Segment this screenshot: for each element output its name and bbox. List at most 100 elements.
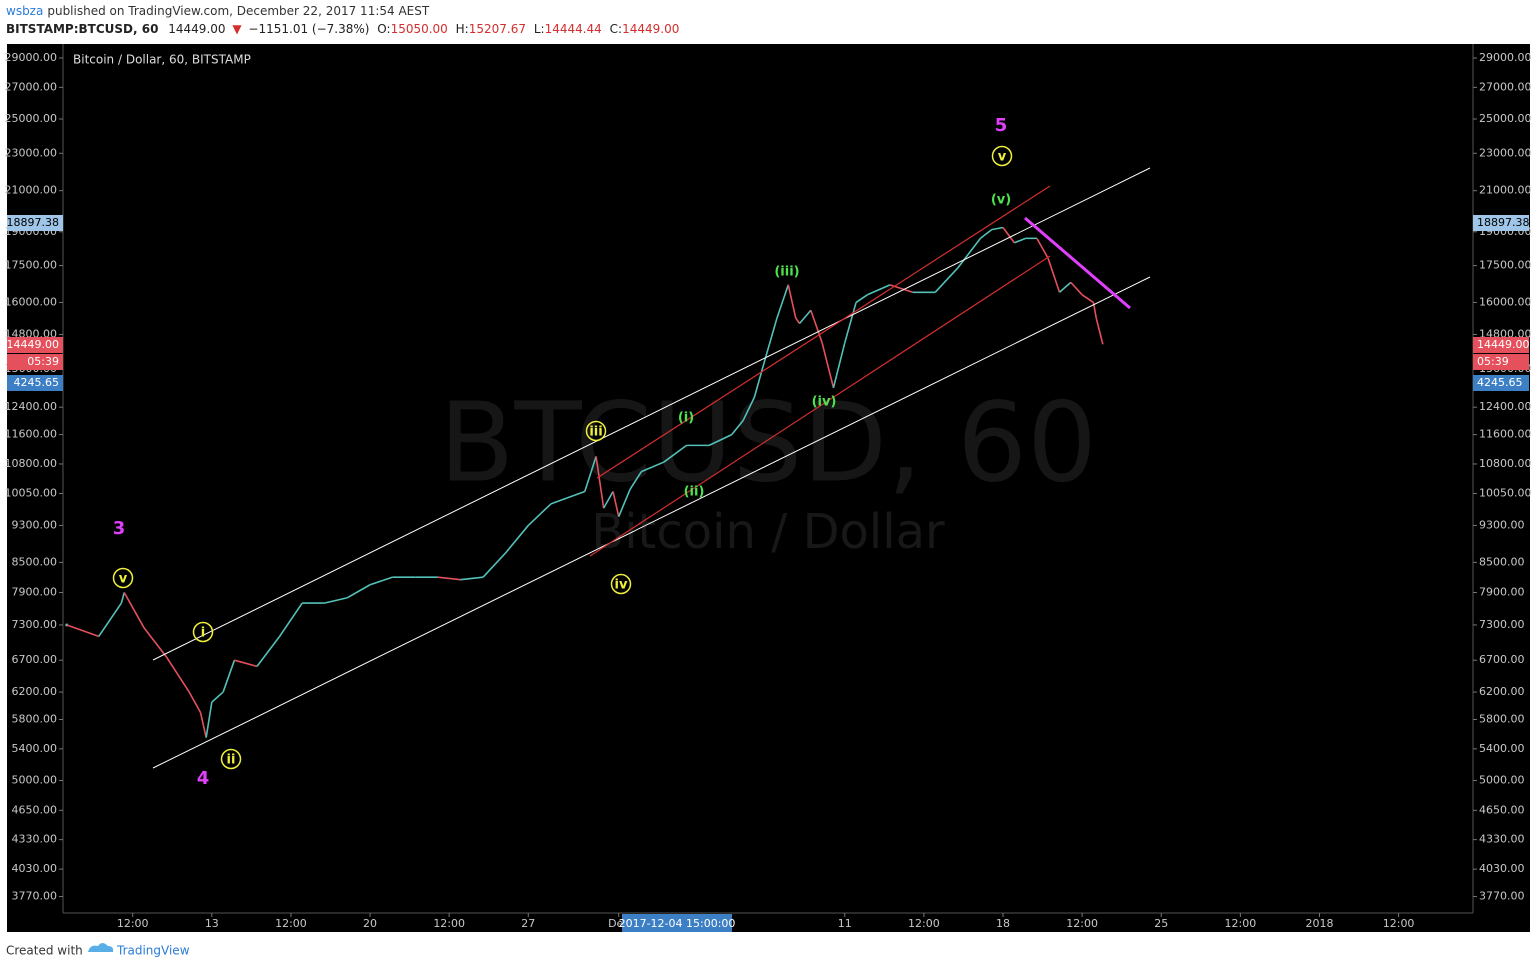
price-segment bbox=[595, 456, 605, 509]
author-link[interactable]: wsbza bbox=[6, 4, 43, 18]
cursor-time-box bbox=[622, 914, 732, 932]
y2-tick-label: 29000.00 bbox=[1479, 51, 1532, 64]
price-segment bbox=[188, 691, 202, 713]
y2-tick-label: 4030.00 bbox=[1479, 862, 1525, 875]
last: 14449.00 bbox=[168, 22, 225, 36]
y-tick-label: 9300.00 bbox=[12, 518, 58, 531]
price-segment bbox=[66, 624, 100, 638]
y-tick-label: 23000.00 bbox=[5, 146, 58, 159]
price-segment bbox=[234, 659, 258, 668]
price-segment bbox=[629, 471, 642, 490]
wave-label: (iii) bbox=[774, 265, 799, 280]
price-tag-box bbox=[1473, 337, 1529, 353]
price-segment bbox=[211, 691, 224, 703]
high-label: H: bbox=[456, 22, 469, 36]
price-segment bbox=[934, 267, 959, 293]
price-segment bbox=[1081, 294, 1094, 304]
y2-tick-label: 4330.00 bbox=[1479, 833, 1525, 846]
x-tick-label: 12:00 bbox=[275, 917, 307, 930]
y2-tick-label: 17500.00 bbox=[1479, 259, 1532, 272]
y2-tick-label: 9300.00 bbox=[1479, 518, 1525, 531]
price-segment bbox=[584, 456, 597, 492]
open: 15050.00 bbox=[391, 22, 448, 36]
y-tick-label: 10800.00 bbox=[5, 457, 58, 470]
y-tick-label: 3770.00 bbox=[12, 890, 58, 903]
channel-lower bbox=[152, 276, 1151, 769]
y2-tick-label: 27000.00 bbox=[1479, 80, 1532, 93]
price-segment bbox=[991, 226, 1004, 231]
y2-tick-label: 10800.00 bbox=[1479, 457, 1532, 470]
price-tag: 05:39 bbox=[1477, 355, 1509, 368]
red-channel-upper bbox=[596, 185, 1051, 479]
wave-circle bbox=[585, 420, 607, 442]
price-segment bbox=[143, 627, 168, 658]
wave-label: i bbox=[201, 626, 205, 641]
price-segment bbox=[573, 490, 586, 497]
footer-brand[interactable]: TradingView bbox=[116, 944, 190, 958]
price-segment bbox=[810, 309, 823, 344]
y-tick-label: 25000.00 bbox=[5, 112, 58, 125]
published: published on TradingView.com, December 2… bbox=[47, 4, 430, 18]
price-tag: 4245.65 bbox=[1477, 376, 1523, 389]
wave-circle bbox=[192, 621, 214, 643]
wave-label: (i) bbox=[678, 411, 694, 426]
y-tick-label: 4650.00 bbox=[12, 803, 58, 816]
price-segment bbox=[787, 284, 797, 319]
price-segment bbox=[753, 357, 767, 398]
wave-circle bbox=[220, 748, 242, 770]
price-tag: 05:39 bbox=[27, 355, 59, 368]
price-segment bbox=[663, 444, 688, 463]
price-tag-box bbox=[7, 215, 63, 231]
price-segment bbox=[832, 342, 846, 388]
price-segment bbox=[731, 420, 744, 436]
high: 15207.67 bbox=[469, 22, 526, 36]
y-tick-label: 4330.00 bbox=[12, 833, 58, 846]
price-tag-box bbox=[1473, 375, 1529, 391]
wave-label: 3 bbox=[113, 518, 126, 539]
price-tag-box bbox=[1473, 215, 1529, 231]
y-tick-label: 7300.00 bbox=[12, 618, 58, 631]
watermark: BTCUSD, 60 bbox=[439, 378, 1097, 506]
price-segment bbox=[482, 552, 507, 578]
y-tick-label: 7900.00 bbox=[12, 585, 58, 598]
wave-circle bbox=[610, 573, 632, 595]
y-tick-label: 5000.00 bbox=[12, 773, 58, 786]
x-tick-label: 25 bbox=[1154, 917, 1168, 930]
y-tick-label: 5400.00 bbox=[12, 742, 58, 755]
y2-tick-label: 6700.00 bbox=[1479, 653, 1525, 666]
price-segment bbox=[843, 302, 857, 344]
price-segment bbox=[278, 602, 303, 637]
y2-tick-label: 8500.00 bbox=[1479, 555, 1525, 568]
price-segment bbox=[742, 397, 756, 422]
close: 14449.00 bbox=[622, 22, 679, 36]
y-tick-label: 6200.00 bbox=[12, 685, 58, 698]
arrow: ▼ bbox=[232, 22, 242, 36]
price-tag: 14449.00 bbox=[1477, 338, 1530, 351]
price-segment bbox=[505, 524, 529, 554]
wave-label: v bbox=[119, 572, 128, 587]
y-tick-label: 4030.00 bbox=[12, 862, 58, 875]
price-segment bbox=[979, 229, 993, 239]
price-segment bbox=[764, 317, 778, 358]
y2-tick-label: 23000.00 bbox=[1479, 146, 1532, 159]
x-tick-label: 13 bbox=[205, 917, 219, 930]
price-tag: 18897.38 bbox=[7, 216, 60, 229]
price-segment bbox=[324, 596, 348, 604]
price-tag: 18897.38 bbox=[1477, 216, 1530, 229]
close-label: C: bbox=[610, 22, 622, 36]
price-tag-box bbox=[1473, 354, 1529, 370]
price-tag-box bbox=[7, 375, 63, 391]
wave-label: (ii) bbox=[684, 485, 705, 500]
y2-tick-label: 4650.00 bbox=[1479, 803, 1525, 816]
y2-tick-label: 11600.00 bbox=[1479, 428, 1532, 441]
y2-tick-label: 6200.00 bbox=[1479, 685, 1525, 698]
watermark-sub: Bitcoin / Dollar bbox=[591, 504, 945, 560]
symbol: BITSTAMP:BTCUSD, 60 bbox=[6, 22, 158, 36]
change: −1151.01 (−7.38%) bbox=[248, 22, 369, 36]
y-tick-label: 6700.00 bbox=[12, 653, 58, 666]
y-tick-label: 11600.00 bbox=[5, 428, 58, 441]
logo bbox=[88, 943, 114, 952]
y2-tick-label: 5400.00 bbox=[1479, 742, 1525, 755]
wave-label: iv bbox=[615, 578, 628, 593]
